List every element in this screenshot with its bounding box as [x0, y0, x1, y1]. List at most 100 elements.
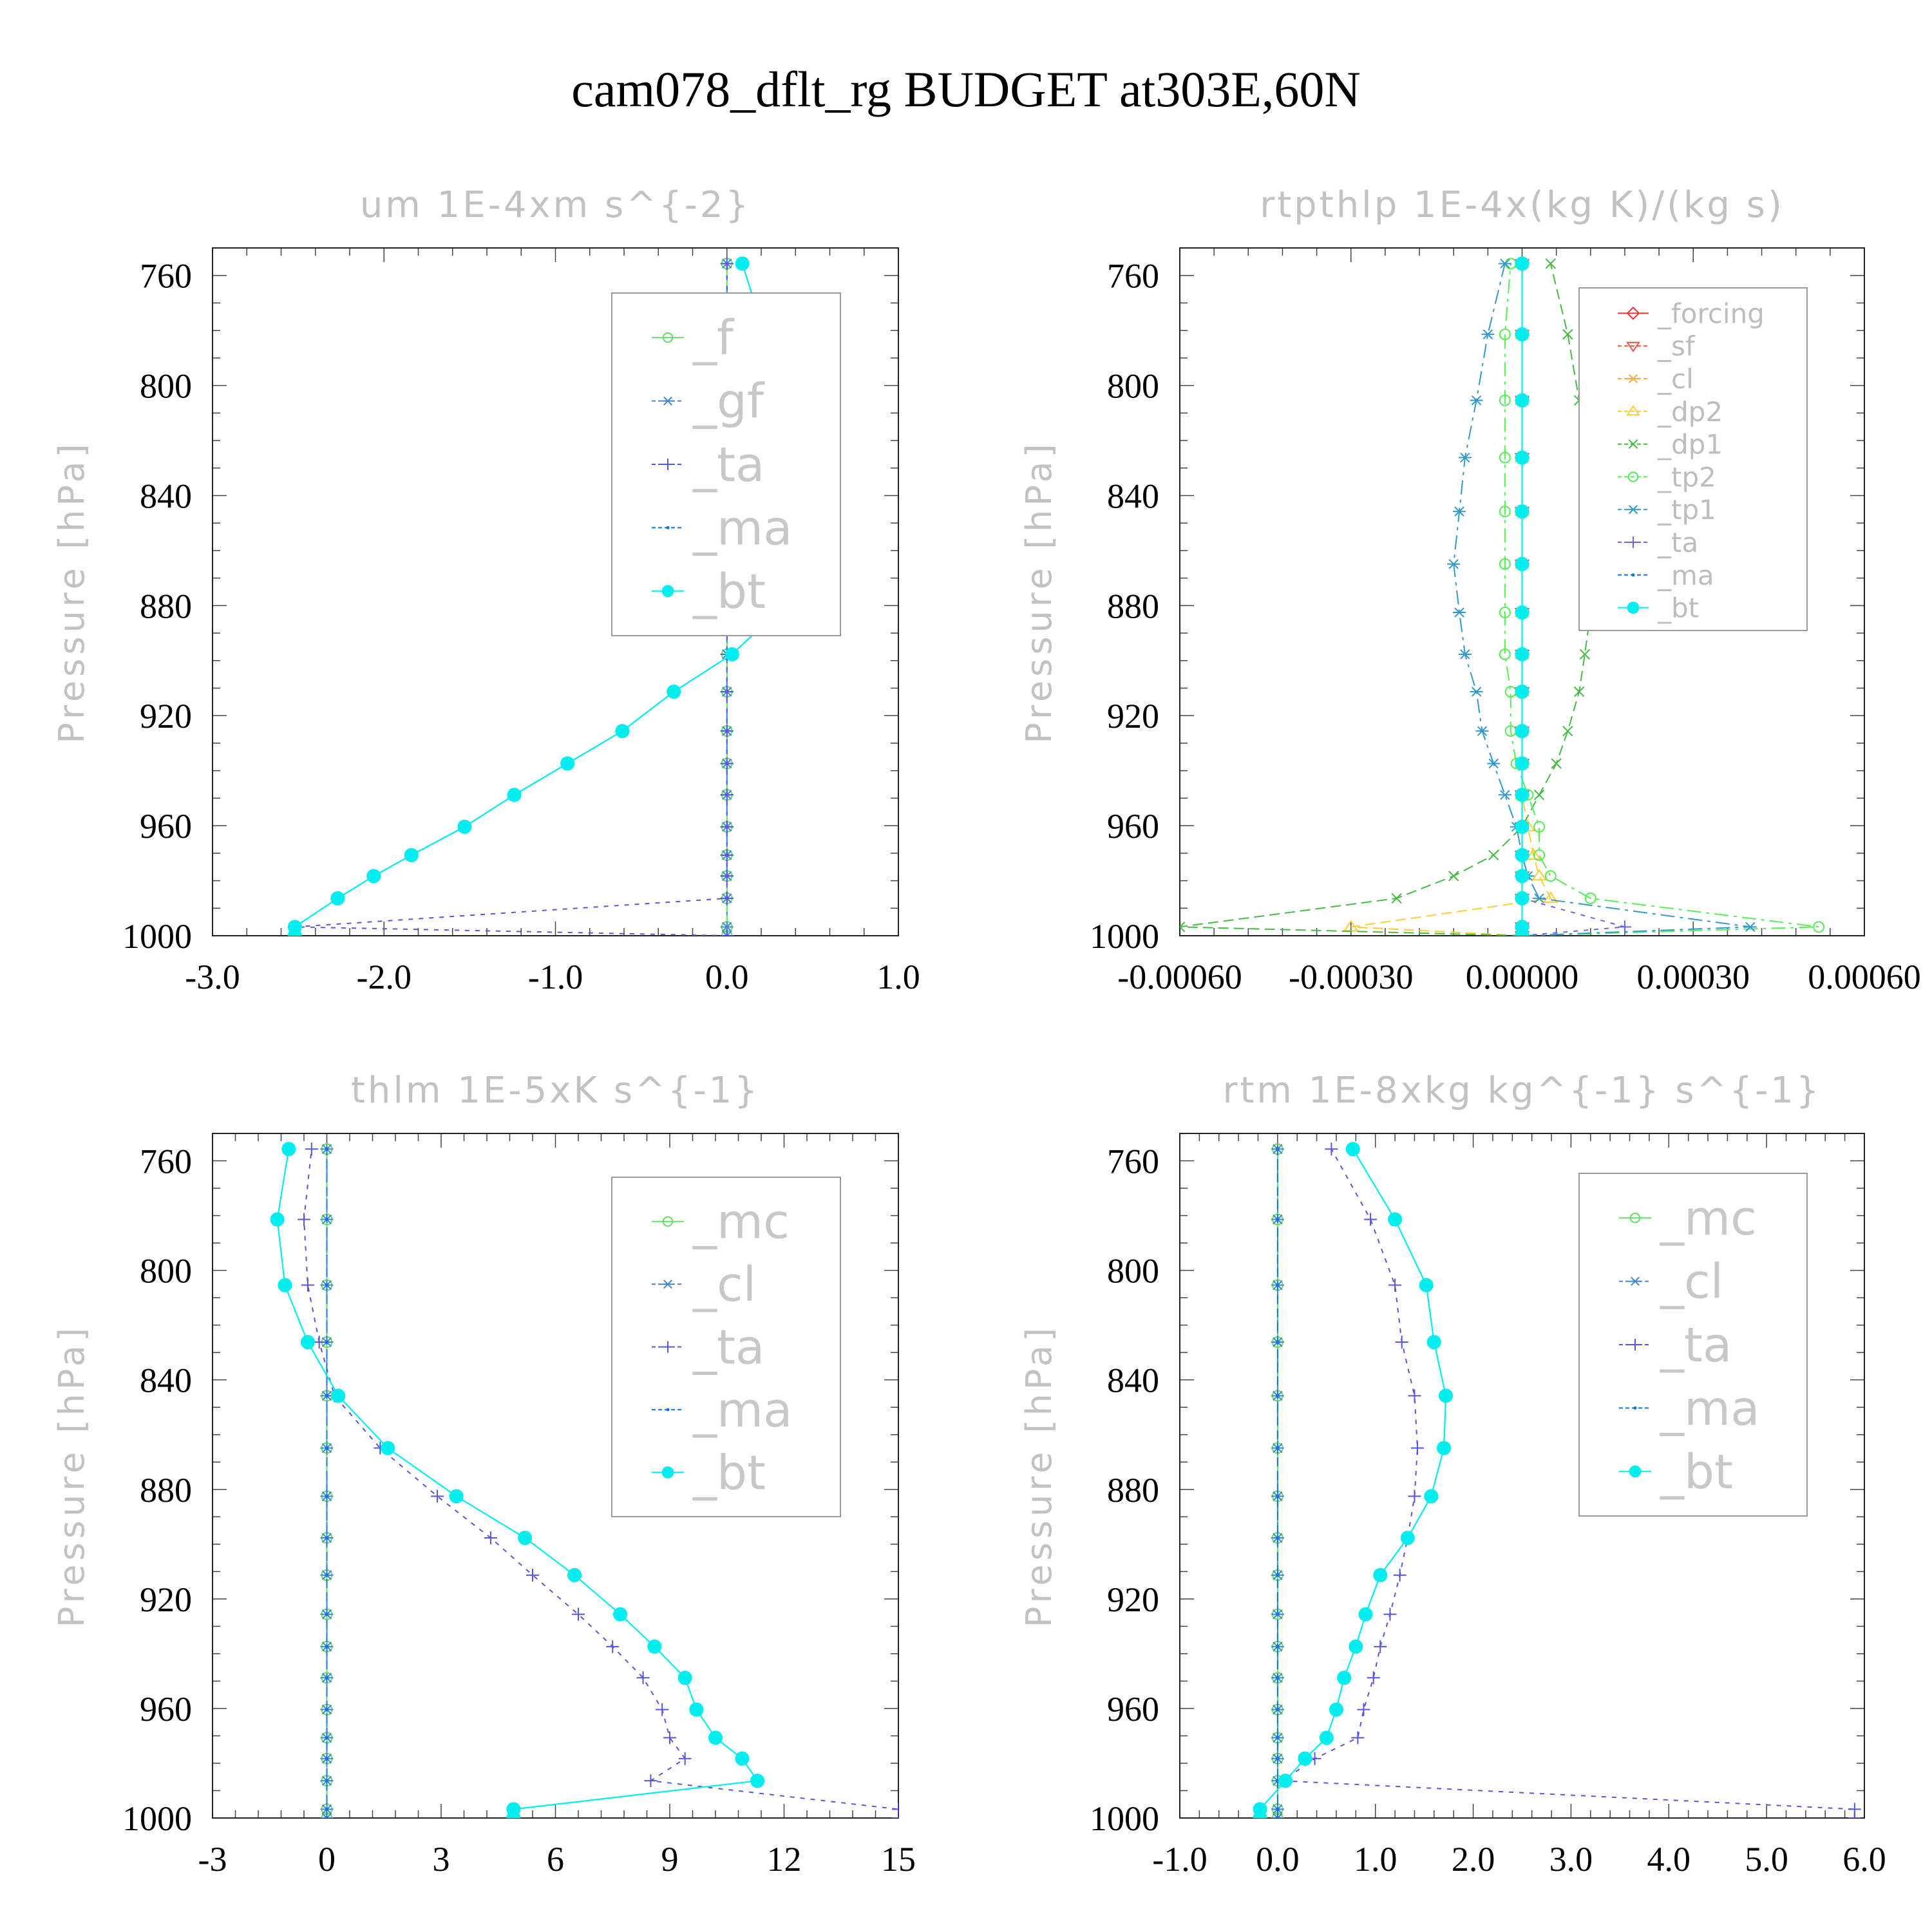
- data-point: [507, 788, 522, 802]
- data-point: [1276, 1394, 1280, 1398]
- data-point: [1499, 328, 1511, 341]
- data-point: [677, 1671, 692, 1685]
- series-dp1: [1180, 258, 1602, 936]
- data-point: [1499, 558, 1511, 570]
- data-point: [1551, 758, 1562, 769]
- data-point: [720, 848, 734, 862]
- x-tick-label: -0.00060: [1117, 958, 1242, 996]
- series-ma: [325, 1147, 329, 1818]
- data-point: [1499, 607, 1511, 619]
- data-point: [431, 1490, 444, 1503]
- y-tick-label: 880: [1107, 587, 1159, 625]
- x-tick-label: 12: [767, 1840, 802, 1879]
- y-tick-label: 920: [140, 1580, 192, 1619]
- data-point: [720, 257, 734, 270]
- data-point: [325, 1536, 329, 1540]
- data-point: [1562, 328, 1573, 340]
- legend-label: _bt: [692, 564, 766, 620]
- data-point: [1276, 1736, 1280, 1740]
- legend: _mc _cl _ta _ma _bt: [611, 1177, 841, 1517]
- data-point: [1515, 450, 1530, 465]
- data-point: [1276, 1707, 1280, 1712]
- series-bt: [1515, 256, 1530, 936]
- data-point: [325, 1612, 329, 1616]
- legend-box: [1578, 287, 1808, 631]
- data-point: [1374, 1640, 1387, 1653]
- data-point: [720, 869, 734, 883]
- series-line: [1259, 1148, 1447, 1818]
- legend-label: _ma: [692, 1383, 792, 1438]
- data-point: [1276, 1676, 1280, 1680]
- data-point: [1743, 922, 1757, 933]
- y-axis-label: Pressure [hPa]: [1019, 1324, 1059, 1627]
- data-point: [656, 1703, 669, 1716]
- legend-marker: [1629, 1213, 1641, 1224]
- data-point: [1453, 506, 1466, 516]
- data-point: [301, 1278, 314, 1292]
- legend-marker: [1627, 601, 1640, 614]
- data-point: [1276, 1645, 1280, 1649]
- data-point: [325, 1283, 329, 1287]
- series-ta: [298, 1142, 898, 1818]
- legend-marker: [1628, 439, 1638, 450]
- y-tick-label: 760: [140, 1142, 192, 1181]
- y-tick-label: 840: [140, 1361, 192, 1400]
- data-point: [1278, 1774, 1293, 1788]
- data-point: [1180, 922, 1186, 933]
- x-tick-label: 0.00060: [1808, 958, 1921, 996]
- data-point: [1498, 258, 1511, 269]
- y-tick-label: 960: [140, 1690, 192, 1728]
- data-point: [1458, 649, 1472, 659]
- data-point: [506, 1802, 521, 1817]
- data-point: [1515, 891, 1530, 905]
- data-point: [305, 1142, 318, 1156]
- legend: _forcing_sf_cl_dp2_dp1_tp2_tp1_ta_ma_bt: [1578, 287, 1808, 631]
- data-point: [325, 1446, 329, 1450]
- series-dp2: [1343, 256, 1558, 936]
- data-point: [325, 1340, 329, 1344]
- x-tick-label: -1.0: [1152, 1840, 1207, 1879]
- data-point: [1298, 1751, 1312, 1766]
- data-point: [1515, 327, 1530, 342]
- y-tick-label: 880: [140, 1471, 192, 1510]
- legend: _mc _cl _ta _ma _bt: [1578, 1173, 1808, 1517]
- data-point: [1531, 869, 1547, 881]
- legend-box: [611, 1177, 841, 1517]
- y-axis-label: Pressure [hPa]: [1019, 440, 1059, 743]
- data-point: [1515, 788, 1530, 802]
- data-point: [1276, 1283, 1280, 1287]
- x-tick-label: 0.00030: [1637, 958, 1750, 996]
- data-point: [1515, 819, 1530, 834]
- y-tick-label: 880: [140, 587, 192, 625]
- series-line: [1350, 263, 1552, 936]
- data-point: [1515, 605, 1530, 620]
- data-point: [606, 1640, 620, 1653]
- legend-label: _bt: [1660, 1444, 1733, 1500]
- tick-marks: [1179, 1133, 1865, 1819]
- data-point: [1337, 1671, 1352, 1685]
- y-axis-label: Pressure [hPa]: [52, 1324, 92, 1627]
- data-point: [1276, 1217, 1280, 1222]
- data-point: [1424, 1489, 1439, 1504]
- chart-panel-4: -1.0 0.0 1.0 2.0 3.0 4.0 5.0 6.0 760 800 840 880 920…: [1019, 1070, 1886, 1879]
- data-point: [1345, 1142, 1360, 1157]
- legend-marker: [1627, 536, 1639, 548]
- y-tick-label: 920: [1107, 697, 1159, 735]
- x-tick-label: 0.0: [705, 958, 749, 996]
- data-point: [1408, 1490, 1421, 1503]
- data-point: [1515, 685, 1530, 699]
- series-ma: [1276, 1147, 1280, 1818]
- legend-marker: [1627, 505, 1639, 515]
- legend-marker: [662, 1341, 674, 1353]
- data-point: [1448, 871, 1459, 882]
- data-point: [1276, 1573, 1280, 1577]
- y-tick-label: 840: [140, 477, 192, 515]
- data-point: [1562, 725, 1573, 737]
- legend-label: _ma: [1660, 1381, 1759, 1436]
- series-tp2: [1499, 258, 1825, 936]
- x-tick-label: -1.0: [528, 958, 583, 996]
- data-point: [1349, 1639, 1363, 1654]
- data-point: [1276, 1536, 1280, 1540]
- data-point: [1400, 1530, 1415, 1546]
- legend-label: _tp1: [1657, 494, 1716, 526]
